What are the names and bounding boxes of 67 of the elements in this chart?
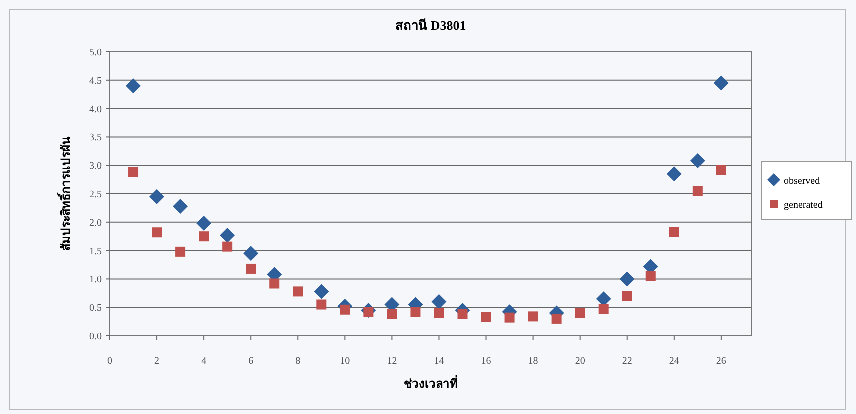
x-tick-label: 10: [340, 356, 350, 367]
point: [622, 291, 632, 302]
point: [504, 312, 515, 323]
y-tick-label: 0.5: [90, 303, 102, 314]
y-tick-label: 0.0: [90, 332, 102, 342]
point: [434, 308, 444, 318]
y-tick-label: 1.5: [90, 246, 102, 258]
point: [666, 166, 682, 182]
x-tick-label: 8: [296, 356, 301, 367]
point: [716, 165, 726, 176]
point: [244, 246, 259, 262]
point: [196, 216, 212, 232]
point: [316, 300, 327, 310]
point: [270, 278, 280, 289]
x-tick-label: 12: [387, 356, 398, 367]
y-tick-label: 2.0: [90, 218, 102, 229]
legend-label: observed: [784, 176, 820, 187]
point: [126, 78, 142, 94]
point: [199, 232, 210, 242]
point: [152, 228, 162, 238]
point: [176, 246, 186, 257]
point: [128, 167, 139, 178]
x-tick-label: 22: [622, 356, 632, 367]
point: [150, 189, 165, 204]
x-axis-title: ช่วงเวลาที่: [404, 375, 458, 391]
legend-label: generated: [784, 200, 823, 211]
point: [293, 286, 304, 297]
x-tick-label: 26: [716, 356, 726, 367]
point: [669, 227, 680, 238]
x-tick-label: 0: [108, 356, 112, 367]
point: [481, 312, 492, 322]
point: [598, 304, 609, 314]
point: [620, 272, 635, 287]
y-tick-label: 5.0: [90, 48, 102, 58]
y-tick-label: 3.0: [90, 161, 102, 172]
point: [692, 186, 703, 196]
x-tick-label: 14: [434, 356, 444, 367]
x-tick-label: 4: [202, 356, 207, 367]
x-tick-label: 16: [481, 356, 492, 367]
point: [458, 309, 468, 320]
x-tick-label: 2: [154, 356, 160, 367]
point: [220, 228, 236, 243]
chart-title: สถานี D3801: [396, 18, 466, 33]
point: [714, 76, 729, 91]
point: [646, 271, 656, 282]
y-axis-title: สัมประสิทธิ์การแปรผัน: [57, 136, 73, 251]
x-tick-label: 24: [669, 356, 680, 367]
point: [432, 294, 447, 310]
y-tick-label: 2.5: [90, 190, 102, 200]
point: [575, 308, 586, 318]
point: [410, 307, 421, 318]
y-tick-label: 4.0: [90, 104, 102, 116]
point: [340, 304, 350, 315]
y-tick-label: 1.0: [90, 274, 102, 286]
y-tick-label: 3.5: [90, 132, 102, 144]
point: [314, 284, 330, 300]
x-tick-label: 6: [248, 356, 254, 367]
point: [173, 198, 188, 214]
point: [552, 314, 562, 324]
point: [528, 312, 538, 322]
y-tick-label: 4.5: [90, 76, 102, 87]
point: [690, 154, 706, 169]
point: [222, 242, 233, 252]
point: [387, 309, 398, 320]
x-tick-label: 20: [575, 356, 586, 367]
x-tick-label: 18: [528, 356, 538, 367]
point: [246, 264, 256, 274]
